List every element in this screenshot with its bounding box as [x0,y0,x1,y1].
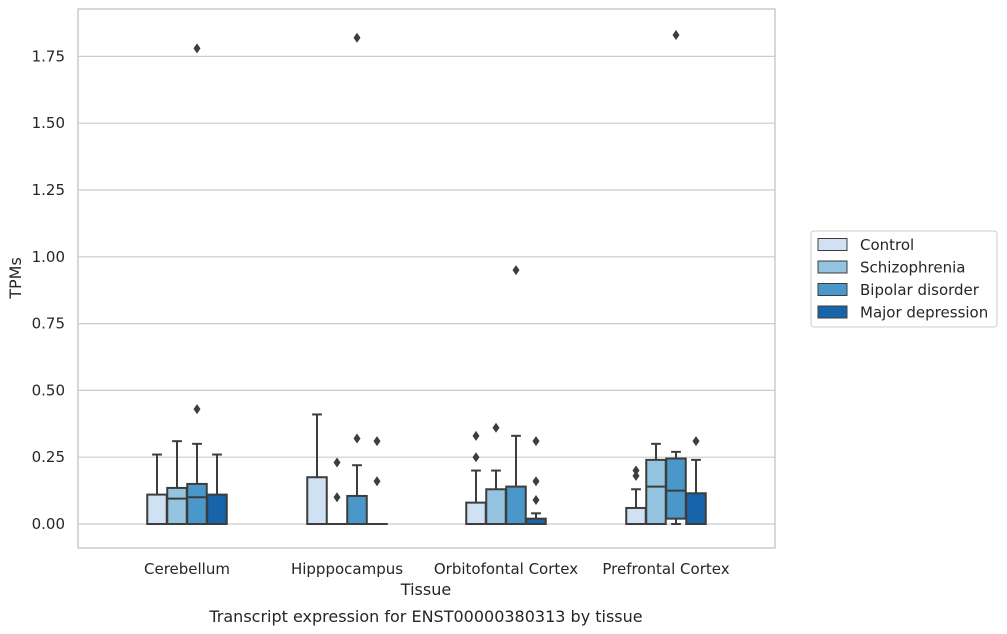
box-major-depression [366,436,388,526]
box-major-depression [685,436,707,526]
outlier-point [333,457,341,468]
x-tick-label: Prefrontal Cortex [602,560,729,578]
outlier-point [333,492,341,503]
box-body [465,501,487,525]
box-control [625,465,647,525]
box-control [465,430,487,525]
y-tick-label: 1.75 [32,47,65,65]
y-tick-label: 1.25 [32,181,65,199]
legend-label: Bipolar disorder [860,281,980,299]
legend: Control Schizophrenia Bipolar disorder Majo… [810,230,998,328]
plot-frame [77,8,776,549]
box-body [306,476,328,525]
legend-label: Control [860,236,914,254]
legend-label: Schizophrenia [860,259,965,277]
legend-label: Major depression [860,304,988,322]
outlier-point [512,265,520,276]
box-body [505,485,527,526]
box-bipolar-disorder [186,43,208,526]
outlier-point [632,465,640,476]
legend-swatch [817,260,848,274]
outlier-point [532,476,540,487]
legend-swatch [817,238,848,251]
outlier-point [532,494,540,505]
box-body [146,493,168,526]
outlier-point [193,404,201,415]
y-tick-label: 0.50 [32,381,65,399]
x-axis-label: Tissue [400,580,451,599]
outlier-point [472,452,480,463]
box-body [625,506,647,525]
outlier-point [692,436,700,447]
outlier-point [632,470,640,481]
outlier-point [353,32,361,43]
legend-swatch [817,305,848,319]
y-tick-label: 0.75 [32,315,65,333]
outlier-point [672,30,680,41]
box-body [665,457,687,520]
box-control [146,453,168,526]
outlier-point [532,436,540,447]
box-body [645,458,667,526]
box-bipolar-disorder [505,265,527,526]
y-axis-label: TPMs [6,257,25,300]
y-tick-label: 0.25 [32,448,65,466]
box-body [346,494,368,525]
box-bipolar-disorder [346,32,368,525]
outlier-point [353,433,361,444]
x-tick-label: Cerebellum [144,560,230,578]
outlier-point [193,43,201,54]
y-tick-label: 1.00 [32,248,65,266]
y-tick-labels: 0.00 0.25 0.50 0.75 1.00 1.25 1.50 1.75 [32,47,65,533]
box-body [186,482,208,526]
box-body [166,486,188,526]
chart-caption: Transcript expression for ENST0000038031… [208,607,642,626]
box-major-depression [525,436,547,526]
box-bipolar-disorder [665,30,687,525]
box-groups [146,30,707,526]
box-body [206,493,228,526]
legend-frame [810,230,998,328]
legend-swatch [817,283,848,296]
box-body [685,492,707,526]
box-body [485,488,507,526]
x-tick-label: Hipppocampus [291,560,403,578]
plot-background [78,9,775,548]
outlier-point [472,430,480,441]
box-major-depression [206,453,228,526]
box-control [306,413,328,525]
y-tick-label: 0.00 [32,515,65,533]
outlier-point [373,476,381,487]
outlier-point [373,436,381,447]
outlier-point [492,422,500,433]
y-tick-label: 1.50 [32,114,65,132]
x-tick-labels: Cerebellum Hipppocampus Orbitofontal Corte… [144,560,730,578]
x-tick-label: Orbitofontal Cortex [434,560,578,578]
